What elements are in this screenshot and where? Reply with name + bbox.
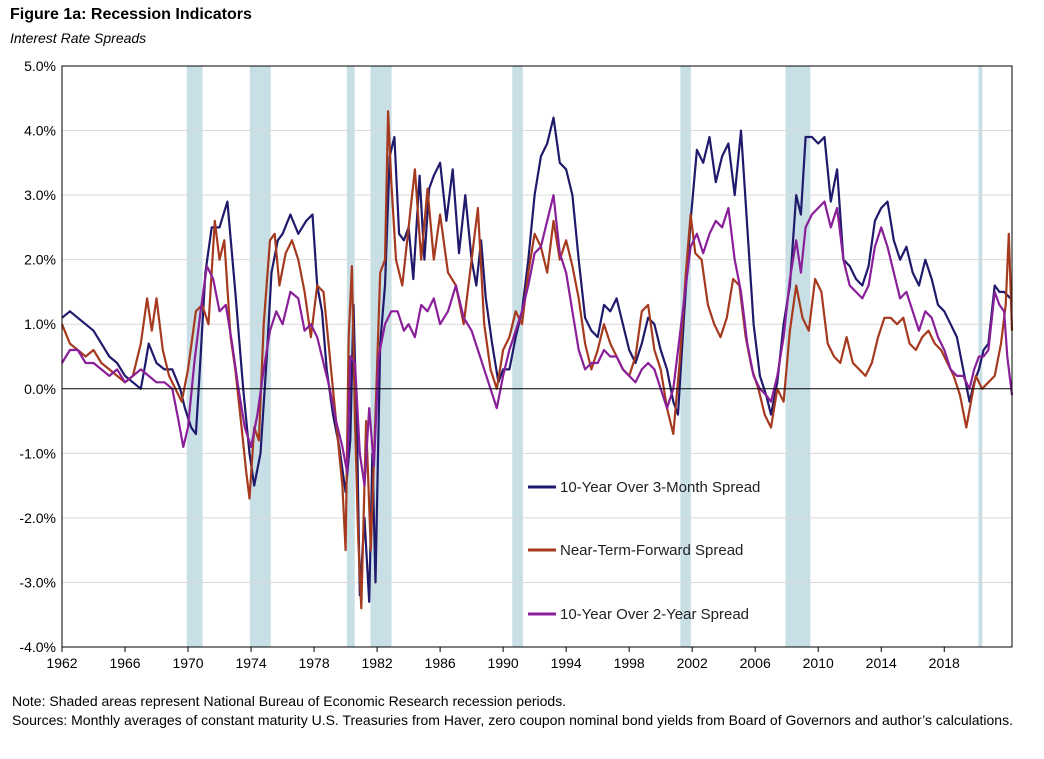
y-tick-label: 5.0% [24,58,56,74]
y-tick-label: 3.0% [24,187,56,203]
recession-band [512,66,523,647]
series-lines [60,110,1014,610]
legend-label: 10-Year Over 3-Month Spread [560,479,760,496]
x-tick-label: 2018 [929,655,960,671]
gridlines [62,65,1012,648]
y-tick-label: 1.0% [24,316,56,332]
legend-label: Near-Term-Forward Spread [560,542,743,559]
figure-title: Figure 1a: Recession Indicators [10,6,252,23]
axes: -4.0% -3.0% -2.0% -1.0% 0.0% 1.0% 2.0% 3.0% 4.0%… [19,58,1013,671]
x-tick-label: 1998 [614,655,645,671]
x-tick-label: 1974 [235,655,266,671]
legend-label: 10-Year Over 2-Year Spread [560,606,749,623]
x-tick-label: 2010 [803,655,834,671]
x-tick-label: 1982 [362,655,393,671]
figure-subtitle: Interest Rate Spreads [10,30,147,46]
x-tick-label: 2002 [677,655,708,671]
x-tick-label: 1986 [425,655,456,671]
chart-notes: Note: Shaded areas represent National Bu… [12,692,1037,730]
recession-band [785,66,811,647]
y-tick-label: -4.0% [19,639,56,655]
note-line: Note: Shaded areas represent National Bu… [12,693,567,709]
plot-frame [61,65,1013,648]
recession-bands [186,66,983,647]
legend: 10-Year Over 3-Month Spread Near-Term-For… [528,479,760,623]
x-tick-label: 1990 [488,655,519,671]
recession-band [249,66,271,647]
series-line [61,116,1012,603]
recession-band [680,66,691,647]
x-tick-label: 2006 [740,655,771,671]
y-tick-label: 2.0% [24,252,56,268]
x-tick-label: 1994 [551,655,582,671]
x-tick-label: 1962 [46,655,77,671]
sources-line: Sources: Monthly averages of constant ma… [12,712,1013,728]
x-tick-label: 2014 [866,655,897,671]
y-tick-label: -2.0% [19,510,56,526]
x-tick-label: 1970 [172,655,203,671]
y-tick-label: 0.0% [24,381,56,397]
y-tick-label: 4.0% [24,123,56,139]
x-tick-label: 1978 [298,655,329,671]
series-line [61,194,1014,487]
y-tick-label: -1.0% [19,445,56,461]
x-tick-label: 1966 [109,655,140,671]
chart: -4.0% -3.0% -2.0% -1.0% 0.0% 1.0% 2.0% 3.0% 4.0%… [19,58,1014,671]
y-tick-label: -3.0% [19,574,56,590]
